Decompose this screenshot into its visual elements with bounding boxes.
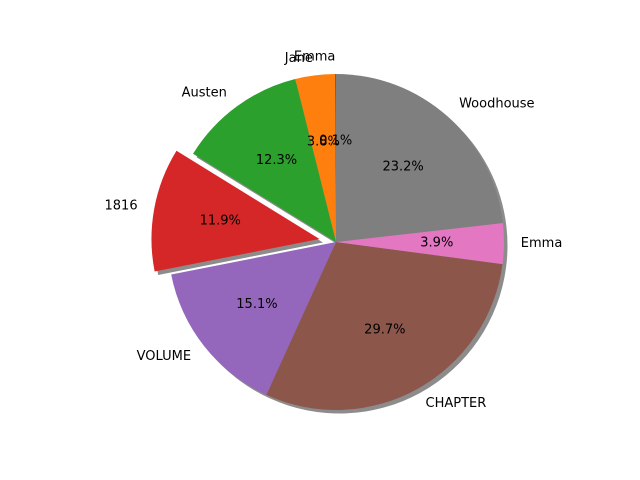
slice-label-chapter-5: CHAPTER [426,396,487,411]
pie-slice-emma-0 [334,74,336,242]
slice-pct-label-emma-0: 0.1% [319,134,352,149]
label-layer: Emma 0.1% Jane 3.8% Austen 12.3% 1816 11.9% VOLU… [105,50,563,411]
pie-slice-chapter-5 [266,242,503,410]
slice-label-austen-2: Austen [182,85,227,100]
slice-label-emma-0: Emma [294,50,336,65]
pie-slice-austen-2 [193,79,336,242]
slice-layer [151,74,504,410]
slice-label-jane-1: Jane [284,51,313,66]
slice-pct-label-emma-6: 3.9% [420,235,453,250]
pie-slice-woodhouse-7 [336,74,503,242]
slice-pct-label-austen-2: 12.3% [256,153,297,168]
pie-slice-jane-1 [295,74,336,242]
pie-slice-1816-3 [151,150,320,272]
slice-label-volume-4: VOLUME [137,349,191,364]
slice-pct-label-1816-3: 11.9% [200,214,241,229]
pie-slice-volume-4 [171,242,336,395]
slice-pct-label-volume-4: 15.1% [236,297,277,312]
slice-pct-label-jane-1: 3.8% [307,134,340,149]
slice-pct-label-chapter-5: 29.7% [364,323,405,338]
slice-label-1816-3: 1816 [105,199,138,214]
slice-label-woodhouse-7: Woodhouse [459,97,534,112]
pie-slice-emma-6 [336,223,504,265]
slice-pct-label-woodhouse-7: 23.2% [382,159,423,174]
slice-label-emma-6: Emma [521,236,563,251]
